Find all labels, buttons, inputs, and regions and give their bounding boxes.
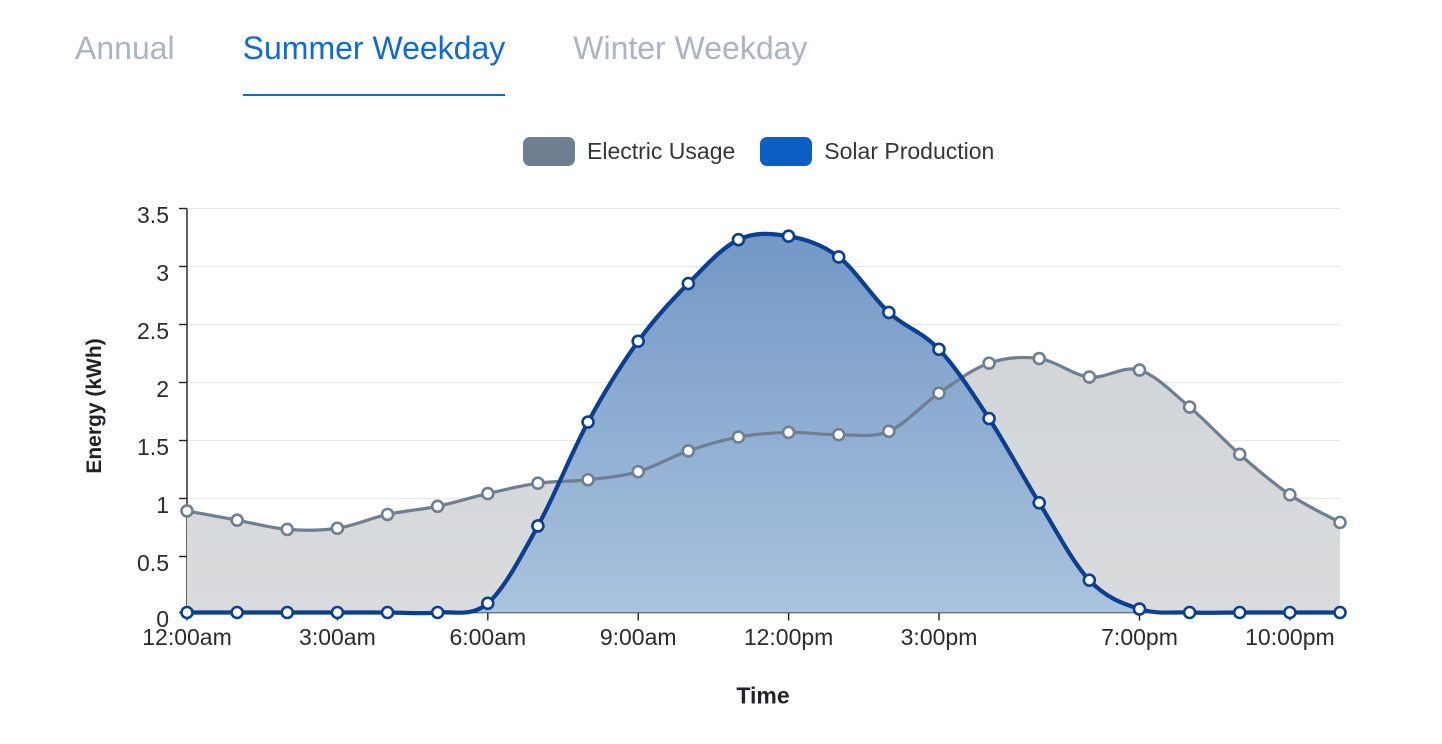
svg-text:3:00pm: 3:00pm: [901, 624, 978, 650]
svg-text:3:00am: 3:00am: [299, 624, 376, 650]
svg-text:7:00pm: 7:00pm: [1101, 624, 1178, 650]
svg-text:1: 1: [156, 492, 169, 518]
svg-text:1.5: 1.5: [137, 434, 169, 460]
svg-text:3.5: 3.5: [137, 202, 169, 228]
svg-text:12:00am: 12:00am: [142, 624, 232, 650]
svg-text:2: 2: [156, 376, 169, 402]
svg-text:10:00pm: 10:00pm: [1245, 624, 1335, 650]
svg-text:9:00am: 9:00am: [600, 624, 677, 650]
svg-text:6:00am: 6:00am: [449, 624, 526, 650]
svg-text:2.5: 2.5: [137, 318, 169, 344]
svg-text:12:00pm: 12:00pm: [744, 624, 834, 650]
svg-text:0.5: 0.5: [137, 550, 169, 576]
svg-text:3: 3: [156, 260, 169, 286]
